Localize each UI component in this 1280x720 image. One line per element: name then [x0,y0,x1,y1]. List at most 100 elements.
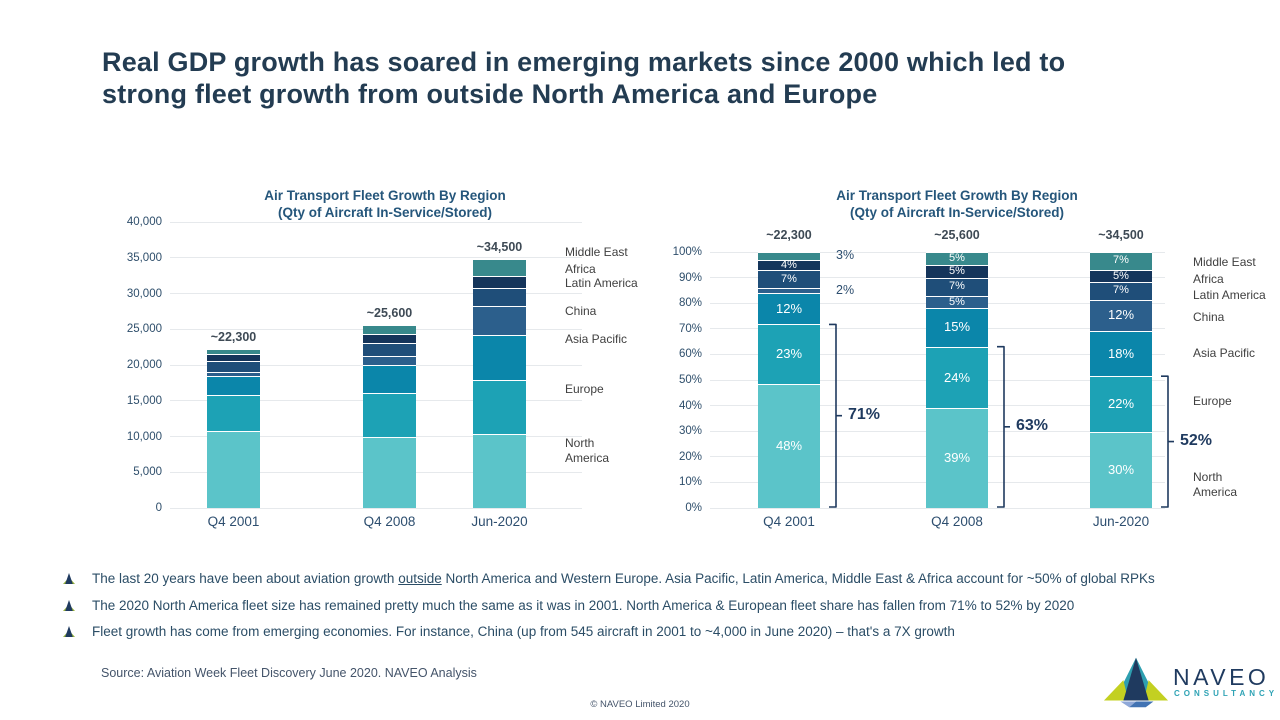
segment-value-label: 7% [781,273,797,286]
bar-segment-asia-pacific [207,375,260,395]
legend-label-north-america: North America [1193,470,1238,499]
bar-segment-africa [207,354,260,361]
bar-segment-china [1090,300,1152,331]
bullet-triangle-icon [62,572,76,586]
y-tick-label: 35,000 [126,251,162,264]
right-chart-title: Air Transport Fleet Growth By Region (Qt… [836,188,1078,220]
segment-value-label: 15% [943,319,971,335]
brace [829,323,842,508]
segment-value-label: 23% [775,346,803,362]
legend-label-europe: Europe [565,382,604,396]
x-tick-label: Jun-2020 [1092,514,1150,529]
copyright: © NAVEO Limited 2020 [590,699,690,710]
segment-value-label: 24% [943,369,971,385]
brace-label: 71% [848,405,881,423]
y-tick-label: 5,000 [133,466,162,479]
bar-segment-africa [926,264,988,278]
bullet-text: The 2020 North America fleet size has re… [92,597,1075,613]
bar-segment-europe [363,392,416,437]
bar-segment-north-america [363,436,416,508]
outside-value-label: 2% [836,282,855,297]
x-tick-label: Q4 2008 [363,514,416,529]
segment-value-label: 5% [949,264,965,277]
bullet-triangle-icon [62,625,76,639]
x-tick-label: Q4 2008 [931,514,983,529]
legend-label-china: China [1193,310,1225,324]
outside-value-label: 3% [836,247,855,262]
y-tick-label: 90% [678,271,702,284]
y-tick-label: 15,000 [126,394,162,407]
y-tick-label: 70% [678,322,702,335]
y-tick-label: 10% [678,476,702,489]
bullet-item: The 2020 North America fleet size has re… [60,597,1250,614]
y-tick-label: 50% [678,374,702,386]
bar-segment-asia-pacific [1090,330,1152,377]
bullet-item: The last 20 years have been about aviati… [60,570,1250,587]
bar-segment-middle-east [1090,252,1152,270]
y-tick-label: 25,000 [126,323,162,336]
bar-segment-north-america [1090,431,1152,508]
bar-segment-africa [473,276,526,289]
y-tick-label: 20,000 [126,359,162,371]
bullet-item: Fleet growth has come from emerging econ… [60,623,1250,640]
bar-segment-asia-pacific [926,308,988,347]
segment-value-label: 30% [1107,461,1135,477]
bar-segment-europe [473,379,526,434]
segment-value-label: 4% [781,258,797,271]
naveo-logo: NAVEO CONSULTANCY [1103,653,1274,713]
bar-segment-latin-america [758,270,820,289]
bullet-text: Fleet growth has come from emerging econ… [92,624,955,639]
y-tick-label: 30,000 [126,287,162,300]
segment-value-label: 7% [1113,284,1129,297]
bar-segment-europe [207,394,260,432]
bar-segment-latin-america [473,288,526,306]
gridline [170,507,582,509]
segment-value-label: 12% [775,301,803,317]
segment-value-label: 12% [1107,307,1135,323]
bar-segment-africa [758,259,820,271]
bar-segment-middle-east [363,325,416,335]
y-tick-label: 100% [672,246,702,258]
legend-label-africa: Africa [565,262,596,276]
bar-segment-china [758,288,820,294]
x-tick-label: Q4 2001 [763,514,815,529]
logo-name: NAVEO [1173,664,1270,690]
legend-label-asia-pacific: Asia Pacific [1193,346,1256,360]
x-tick-label: Jun-2020 [471,514,528,529]
segment-value-label: 5% [949,252,965,264]
segment-value-label: 7% [1113,254,1129,266]
bar-segment-middle-east [758,252,820,260]
y-tick-label: 30% [678,425,702,438]
bar-segment-china [363,356,416,366]
segment-value-label: 22% [1107,396,1135,412]
bar-segment-latin-america [1090,282,1152,301]
bar-total-label: ~22,300 [766,228,812,242]
legend-label-europe: Europe [1193,394,1232,408]
page-title-line1: Real GDP growth has soared in emerging m… [102,47,1066,77]
bar-segment-north-america [926,408,988,508]
bar-segment-europe [926,346,988,409]
bar-segment-latin-america [207,360,260,372]
gridline [170,293,582,294]
bar-segment-europe [1090,376,1152,432]
bar-total-label: ~25,600 [366,306,413,321]
y-tick-label: 40,000 [126,216,162,228]
y-tick-label: 0% [685,502,702,514]
x-tick-label: Q4 2001 [207,514,260,529]
page-title-line2: strong fleet growth from outside North A… [102,79,878,109]
bar-segment-asia-pacific [363,365,416,393]
bar-segment-middle-east [207,349,260,355]
segment-value-label: 5% [1113,269,1129,282]
bullet-triangle-icon [62,599,76,613]
bar-segment-latin-america [926,277,988,296]
y-tick-label: 80% [678,297,702,310]
segment-value-label: 18% [1107,345,1135,361]
legend-label-africa: Africa [1193,272,1224,286]
bar-total-label: ~34,500 [1098,228,1144,242]
y-tick-label: 0 [155,502,162,514]
bullet-text: The last 20 years have been about aviati… [92,571,399,586]
bullet-text: outside [398,571,442,586]
legend-label-latin-america: Latin America [565,276,638,290]
bar-segment-asia-pacific [473,335,526,380]
legend-label-latin-america: Latin America [1193,288,1266,302]
